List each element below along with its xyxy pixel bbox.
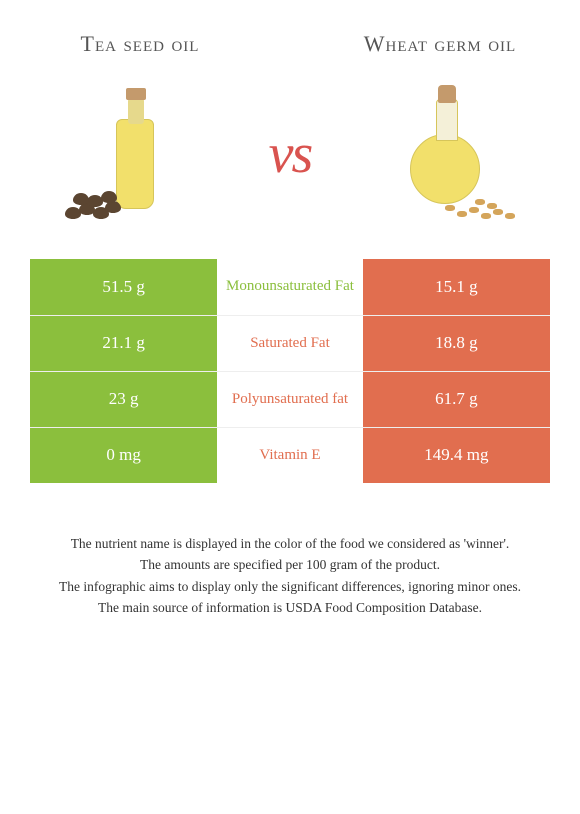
cell-right-value: 61.7 g [363, 372, 550, 427]
footer-line: The main source of information is USDA F… [40, 597, 540, 619]
cell-left-value: 51.5 g [30, 259, 217, 315]
right-food-image [370, 79, 520, 229]
hero-row: vs [0, 69, 580, 249]
table-row: 23 gPolyunsaturated fat61.7 g [30, 371, 550, 427]
table-row: 51.5 gMonounsaturated Fat15.1 g [30, 259, 550, 315]
footer-line: The amounts are specified per 100 gram o… [40, 554, 540, 576]
table-row: 0 mgVitamin E149.4 mg [30, 427, 550, 483]
footer-notes: The nutrient name is displayed in the co… [0, 493, 580, 619]
cell-right-value: 15.1 g [363, 259, 550, 315]
vs-label: vs [269, 122, 312, 186]
cell-nutrient-label: Monounsaturated Fat [217, 259, 363, 315]
cell-left-value: 21.1 g [30, 316, 217, 371]
title-left: Tea seed oil [40, 30, 240, 59]
cell-left-value: 23 g [30, 372, 217, 427]
comparison-table: 51.5 gMonounsaturated Fat15.1 g21.1 gSat… [30, 259, 550, 483]
table-row: 21.1 gSaturated Fat18.8 g [30, 315, 550, 371]
title-right: Wheat germ oil [340, 30, 540, 59]
footer-line: The nutrient name is displayed in the co… [40, 533, 540, 555]
cell-nutrient-label: Vitamin E [217, 428, 363, 483]
cell-nutrient-label: Polyunsaturated fat [217, 372, 363, 427]
cell-left-value: 0 mg [30, 428, 217, 483]
cell-right-value: 149.4 mg [363, 428, 550, 483]
footer-line: The infographic aims to display only the… [40, 576, 540, 598]
cell-right-value: 18.8 g [363, 316, 550, 371]
left-food-image [60, 79, 210, 229]
header: Tea seed oil Wheat germ oil [0, 0, 580, 69]
cell-nutrient-label: Saturated Fat [217, 316, 363, 371]
